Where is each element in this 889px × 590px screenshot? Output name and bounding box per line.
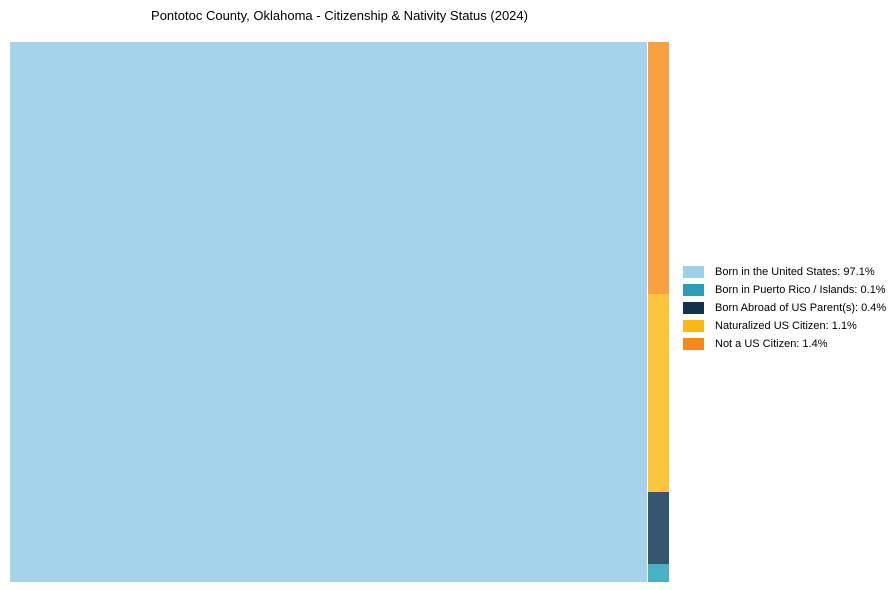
legend-swatch-born-puerto-rico <box>683 284 704 296</box>
legend-item-born-in-us: Born in the United States: 97.1% <box>683 266 886 278</box>
legend-label-born-puerto-rico: Born in Puerto Rico / Islands: 0.1% <box>715 284 886 296</box>
treemap-segment-born-abroad <box>648 492 669 564</box>
legend-swatch-born-in-us <box>683 266 704 278</box>
treemap-segment-not-us-citizen <box>648 42 669 294</box>
treemap-segment-born-in-us <box>10 42 647 582</box>
legend-label-naturalized-citizen: Naturalized US Citizen: 1.1% <box>715 320 857 332</box>
legend-swatch-not-us-citizen <box>683 338 704 350</box>
legend-item-not-us-citizen: Not a US Citizen: 1.4% <box>683 338 886 350</box>
legend-label-not-us-citizen: Not a US Citizen: 1.4% <box>715 338 828 350</box>
legend-swatch-born-abroad <box>683 302 704 314</box>
chart-title: Pontotoc County, Oklahoma - Citizenship … <box>151 8 528 23</box>
legend-label-born-in-us: Born in the United States: 97.1% <box>715 266 875 278</box>
legend-label-born-abroad: Born Abroad of US Parent(s): 0.4% <box>715 302 887 314</box>
treemap-segment-naturalized-citizen <box>648 294 669 492</box>
legend-swatch-naturalized-citizen <box>683 320 704 332</box>
legend: Born in the United States: 97.1% Born in… <box>683 266 886 350</box>
legend-item-born-abroad: Born Abroad of US Parent(s): 0.4% <box>683 302 886 314</box>
legend-item-born-puerto-rico: Born in Puerto Rico / Islands: 0.1% <box>683 284 886 296</box>
treemap-chart <box>10 42 669 582</box>
legend-item-naturalized-citizen: Naturalized US Citizen: 1.1% <box>683 320 886 332</box>
treemap-segment-born-puerto-rico <box>648 564 669 582</box>
treemap-minor-column <box>648 42 669 582</box>
